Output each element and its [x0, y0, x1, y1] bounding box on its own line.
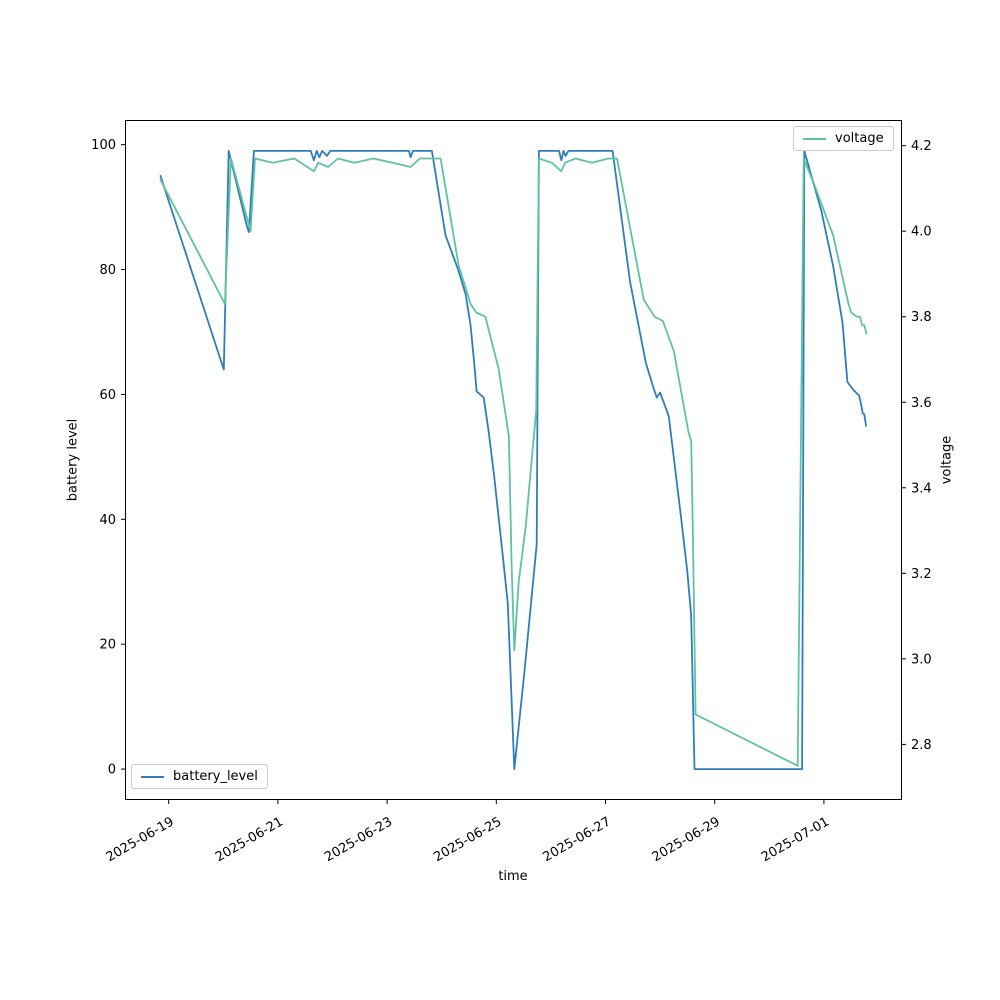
- y-left-tick-label: 80: [99, 263, 116, 278]
- y-left-tick-label: 60: [99, 388, 116, 403]
- x-axis-label: time: [498, 869, 528, 884]
- y-axis-label-right: voltage: [939, 435, 955, 485]
- x-tick-label: 2025-06-21: [213, 814, 286, 865]
- y-left-tick-label: 0: [108, 763, 116, 778]
- axes-frame: [125, 120, 902, 800]
- x-tick-label: 2025-06-19: [104, 814, 177, 865]
- y-right-tick-label: 3.8: [911, 310, 932, 325]
- y-left-tick-label: 40: [99, 513, 116, 528]
- y-right-tick-label: 4.0: [911, 225, 932, 240]
- series-line-voltage: [159, 157, 868, 767]
- y-right-tick-label: 3.6: [911, 396, 932, 411]
- x-tick-label: 2025-06-29: [650, 814, 723, 865]
- x-tick-label: 2025-06-23: [322, 814, 395, 865]
- battery-level-legend-line-sample: [141, 775, 164, 778]
- y-right-tick-label: 3.2: [911, 567, 932, 582]
- y-right-tick-label: 3.0: [911, 652, 932, 667]
- x-tick-label: 2025-07-01: [759, 814, 832, 865]
- x-tick-label: 2025-06-27: [541, 814, 614, 865]
- y-right-tick-label: 2.8: [911, 738, 932, 753]
- y-left-tick-label: 100: [91, 138, 116, 153]
- battery-level-legend-label: battery_level: [173, 769, 258, 784]
- y-right-tick-label: 3.4: [911, 481, 932, 496]
- legend-battery-level: battery_level: [131, 764, 268, 789]
- series-line-battery_level: [159, 149, 867, 770]
- legend-voltage: voltage: [793, 126, 894, 151]
- y-right-tick-label: 4.2: [911, 139, 932, 154]
- voltage-legend-line-sample: [803, 137, 826, 140]
- y-left-tick-label: 20: [99, 638, 116, 653]
- voltage-legend-label: voltage: [835, 131, 884, 146]
- y-axis-label-left: battery level: [65, 418, 81, 502]
- x-tick-label: 2025-06-25: [431, 814, 504, 865]
